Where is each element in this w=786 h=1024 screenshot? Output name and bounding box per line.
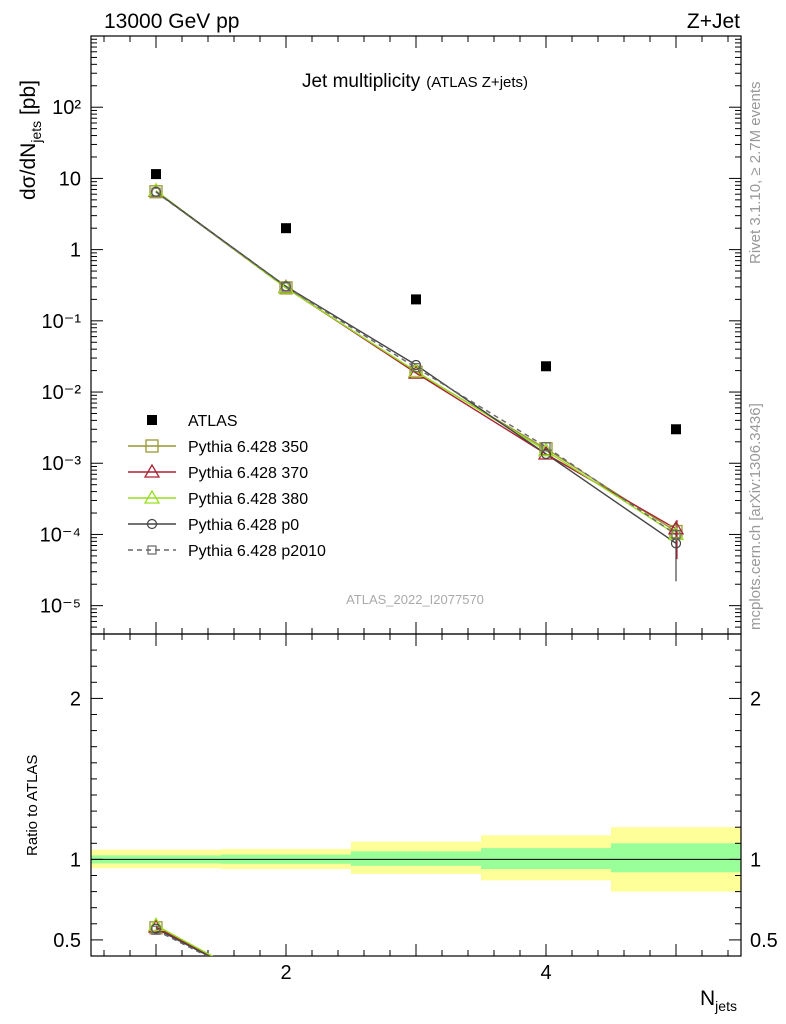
x-axis-label-main: N	[700, 987, 715, 1010]
data-point	[151, 187, 161, 197]
data-point	[671, 424, 681, 435]
main-y-label-unit: [pb]	[17, 80, 40, 121]
legend-label: Pythia 6.428 370	[188, 465, 308, 482]
data-point	[541, 442, 551, 452]
ratio-series-line	[155, 929, 209, 956]
legend-label: Pythia 6.428 380	[188, 491, 308, 508]
legend-label: Pythia 6.428 p0	[188, 517, 299, 534]
main-y-label-sub: jets	[28, 121, 44, 144]
data-point	[149, 185, 163, 199]
x-tick-label: 2	[280, 962, 291, 984]
analysis-id: ATLAS_2022_I2077570	[346, 592, 484, 607]
ratio-y-tick-label: 1	[70, 849, 81, 871]
ratio-y-tick-label-right: 2	[750, 688, 761, 710]
ratio-y-tick-label: 0.5	[53, 930, 81, 952]
data-point	[151, 169, 161, 180]
legend-item: Pythia 6.428 380	[128, 489, 308, 508]
rivet-label: Rivet 3.1.10, ≥ 2.7M events	[747, 82, 764, 265]
plot-title: Jet multiplicity (ATLAS Z+jets)	[302, 71, 528, 92]
legend-label: ATLAS	[188, 413, 238, 430]
legend-marker	[143, 463, 161, 478]
legend-marker	[147, 415, 157, 425]
ratio-band-inner	[351, 851, 481, 866]
data-point	[281, 282, 291, 292]
series-line	[155, 190, 677, 536]
data-point	[671, 529, 681, 540]
y-tick-label: 1	[70, 240, 81, 262]
legend-label: Pythia 6.428 350	[188, 439, 308, 456]
ratio-series-line	[155, 928, 211, 956]
legend-item: ATLAS	[147, 413, 238, 430]
legend-marker	[146, 518, 158, 530]
ratio-band-inner	[481, 848, 611, 870]
legend-marker	[145, 439, 159, 453]
y-tick-label: 10⁻³	[42, 453, 82, 475]
ratio-point	[151, 925, 161, 935]
legend-label: Pythia 6.428 p2010	[188, 543, 326, 560]
ratio-series-line	[155, 926, 212, 956]
legend-marker	[147, 545, 157, 555]
x-tick-label: 4	[540, 962, 551, 984]
data-point	[541, 361, 551, 372]
x-axis-label-sub: jets	[714, 998, 737, 1014]
ratio-series-line	[155, 924, 214, 956]
mcplots-label: mcplots.cern.ch [arXiv:1306.3436]	[747, 403, 764, 630]
y-tick-label: 10²	[52, 97, 81, 119]
data-point	[411, 294, 421, 305]
plot-title-main: Jet multiplicity	[302, 71, 421, 92]
y-tick-label: 10⁻⁵	[40, 596, 81, 618]
legend-item: Pythia 6.428 p0	[128, 517, 299, 534]
y-tick-label: 10	[59, 168, 81, 190]
ratio-y-label: Ratio to ATLAS	[24, 755, 41, 856]
ratio-y-tick-label-right: 0.5	[750, 930, 778, 952]
main-y-label-main: dσ/dN	[17, 143, 40, 200]
ratio-point	[147, 917, 165, 932]
plot-layers: 2 4 10⁻⁵ 10⁻⁴ 10⁻³ 10⁻² 10⁻¹ 1 10 10² 0.5 0.5 1 1 2 2 AT…	[40, 35, 778, 984]
legend-item: Pythia 6.428 370	[128, 463, 308, 482]
data-point	[667, 520, 685, 535]
y-tick-label: 10⁻²	[42, 382, 82, 404]
legend-item: Pythia 6.428 350	[128, 439, 308, 456]
main-y-label: dσ/dNjets [pb]	[17, 80, 44, 200]
plot-title-sub: (ATLAS Z+jets)	[426, 74, 528, 91]
process-label: Z+Jet	[687, 10, 740, 33]
legend-marker	[143, 489, 161, 504]
y-tick-label: 10⁻⁴	[40, 524, 81, 546]
x-axis-label: Njets	[700, 987, 737, 1014]
data-point	[540, 448, 552, 460]
legend-item: Pythia 6.428 p2010	[128, 543, 326, 560]
data-point	[411, 363, 421, 373]
data-point	[281, 223, 291, 234]
ratio-y-tick-label: 2	[70, 688, 81, 710]
main-series-group	[147, 169, 685, 582]
y-tick-label: 10⁻¹	[42, 311, 82, 333]
ratio-frame	[90, 633, 742, 957]
beam-label: 13000 GeV pp	[104, 10, 239, 33]
ratio-y-tick-label-right: 1	[750, 849, 761, 871]
ratio-band-inner	[611, 843, 741, 873]
ratio-series-group	[147, 917, 214, 956]
